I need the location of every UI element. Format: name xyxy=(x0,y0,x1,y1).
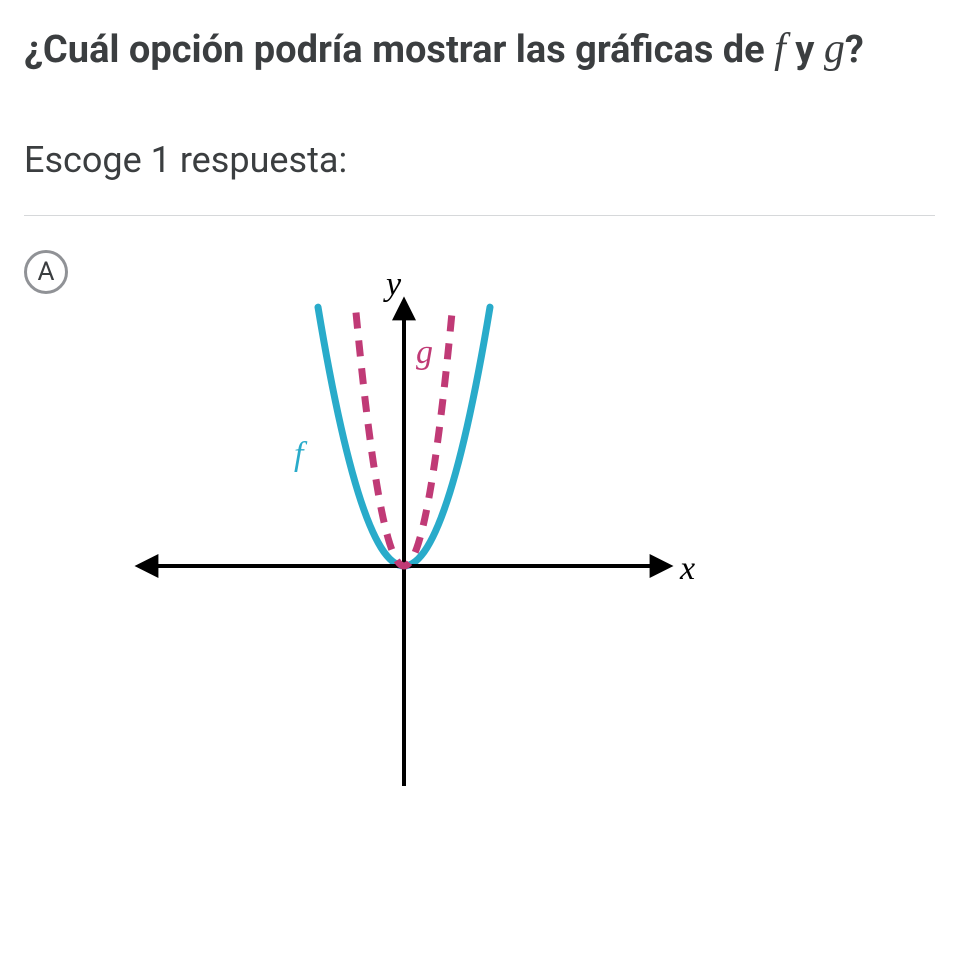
question-g: g xyxy=(824,26,845,72)
option-badge-a[interactable]: A xyxy=(24,250,68,294)
chart-svg xyxy=(124,246,684,806)
question-suffix: ? xyxy=(845,28,864,72)
y-axis-label: y xyxy=(386,266,401,304)
chart: y x f g xyxy=(124,246,684,806)
instruction-text: Escoge 1 respuesta: xyxy=(24,139,935,181)
question-text: ¿Cuál opción podría mostrar las gráficas… xyxy=(24,20,935,79)
x-axis-label: x xyxy=(680,550,695,588)
question-connector: y xyxy=(786,28,824,72)
divider xyxy=(24,215,935,216)
option-letter: A xyxy=(38,257,55,287)
f-curve-label: f xyxy=(294,436,303,474)
g-curve-label: g xyxy=(416,334,433,372)
question-prefix: ¿Cuál opción podría mostrar las gráficas… xyxy=(24,28,774,72)
option-row[interactable]: A y x f g xyxy=(24,246,935,806)
question-f: f xyxy=(774,26,786,72)
